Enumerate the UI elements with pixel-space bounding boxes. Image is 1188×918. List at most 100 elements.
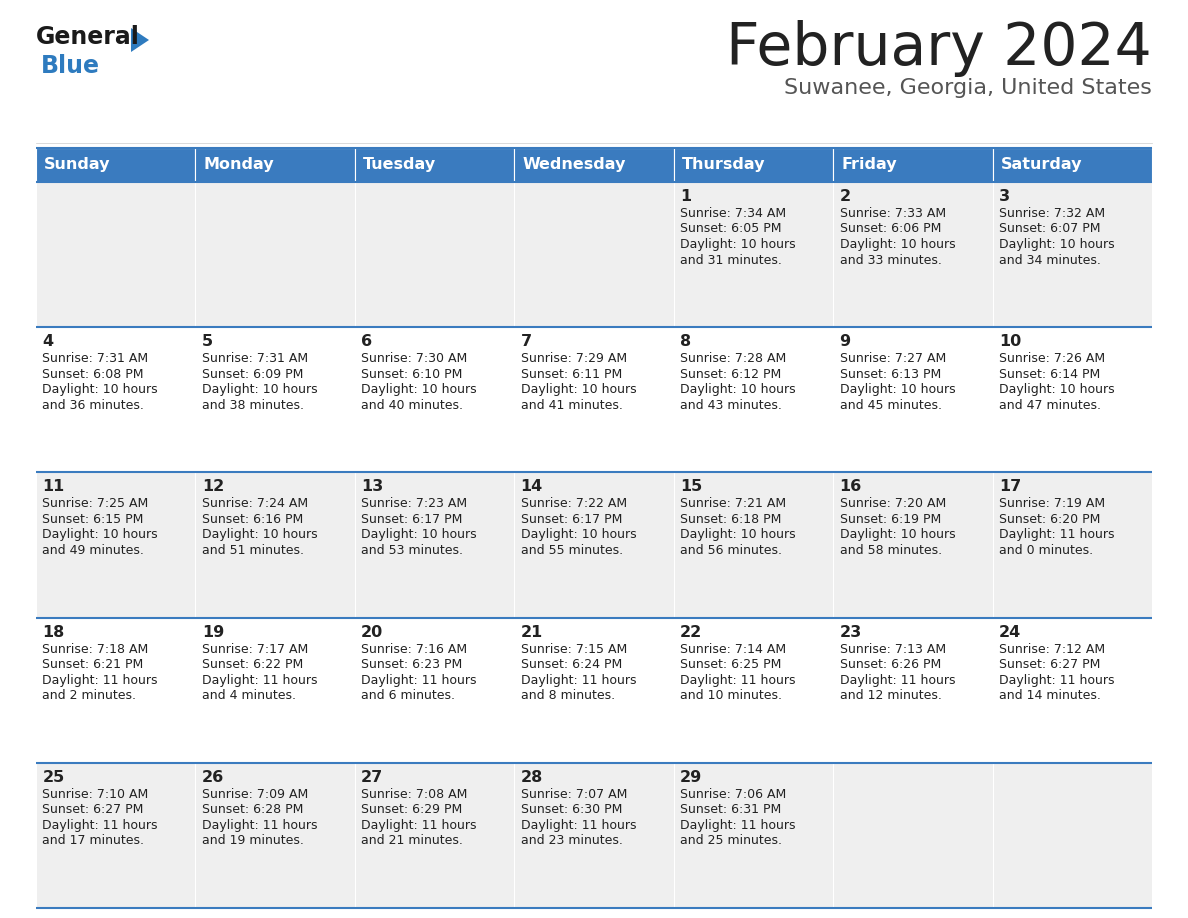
Text: 23: 23 — [840, 624, 861, 640]
Text: Daylight: 10 hours: Daylight: 10 hours — [43, 383, 158, 397]
Text: Sunrise: 7:10 AM: Sunrise: 7:10 AM — [43, 788, 148, 800]
Text: Sunrise: 7:23 AM: Sunrise: 7:23 AM — [361, 498, 467, 510]
Text: 14: 14 — [520, 479, 543, 495]
Text: and 51 minutes.: and 51 minutes. — [202, 543, 304, 557]
Bar — [196, 148, 355, 182]
Text: 8: 8 — [680, 334, 691, 349]
Text: Sunset: 6:18 PM: Sunset: 6:18 PM — [680, 513, 782, 526]
Text: 20: 20 — [361, 624, 384, 640]
Bar — [992, 618, 1152, 763]
Text: Daylight: 10 hours: Daylight: 10 hours — [202, 383, 317, 397]
Text: 25: 25 — [43, 770, 64, 785]
Bar — [833, 182, 992, 327]
Text: Sunrise: 7:24 AM: Sunrise: 7:24 AM — [202, 498, 308, 510]
Text: Sunset: 6:26 PM: Sunset: 6:26 PM — [840, 658, 941, 671]
Text: Sunrise: 7:25 AM: Sunrise: 7:25 AM — [43, 498, 148, 510]
Bar — [355, 182, 514, 327]
Text: Daylight: 11 hours: Daylight: 11 hours — [520, 819, 636, 832]
Text: and 12 minutes.: and 12 minutes. — [840, 689, 941, 702]
Text: 17: 17 — [999, 479, 1022, 495]
Text: Sunset: 6:21 PM: Sunset: 6:21 PM — [43, 658, 144, 671]
Text: Sunset: 6:29 PM: Sunset: 6:29 PM — [361, 803, 462, 816]
Text: Daylight: 11 hours: Daylight: 11 hours — [680, 674, 796, 687]
Text: Sunset: 6:27 PM: Sunset: 6:27 PM — [999, 658, 1100, 671]
Text: Daylight: 10 hours: Daylight: 10 hours — [680, 529, 796, 542]
Text: 3: 3 — [999, 189, 1010, 204]
Text: and 21 minutes.: and 21 minutes. — [361, 834, 463, 847]
Text: Daylight: 10 hours: Daylight: 10 hours — [520, 529, 637, 542]
Text: Sunrise: 7:29 AM: Sunrise: 7:29 AM — [520, 353, 627, 365]
Text: Suwanee, Georgia, United States: Suwanee, Georgia, United States — [784, 78, 1152, 98]
Bar — [674, 148, 833, 182]
Text: Sunset: 6:08 PM: Sunset: 6:08 PM — [43, 368, 144, 381]
Text: Sunrise: 7:33 AM: Sunrise: 7:33 AM — [840, 207, 946, 220]
Bar — [196, 182, 355, 327]
Text: and 53 minutes.: and 53 minutes. — [361, 543, 463, 557]
Text: Daylight: 11 hours: Daylight: 11 hours — [202, 674, 317, 687]
Bar — [833, 763, 992, 908]
Bar — [674, 182, 833, 327]
Bar — [674, 618, 833, 763]
Text: General: General — [36, 25, 140, 49]
Text: and 45 minutes.: and 45 minutes. — [840, 398, 942, 411]
Text: Sunset: 6:12 PM: Sunset: 6:12 PM — [680, 368, 782, 381]
Text: Sunrise: 7:06 AM: Sunrise: 7:06 AM — [680, 788, 786, 800]
Bar — [514, 182, 674, 327]
Text: Daylight: 10 hours: Daylight: 10 hours — [840, 529, 955, 542]
Bar — [674, 327, 833, 473]
Text: and 34 minutes.: and 34 minutes. — [999, 253, 1101, 266]
Text: Thursday: Thursday — [682, 158, 765, 173]
Text: 13: 13 — [361, 479, 384, 495]
Text: Sunrise: 7:18 AM: Sunrise: 7:18 AM — [43, 643, 148, 655]
Text: and 4 minutes.: and 4 minutes. — [202, 689, 296, 702]
Text: Daylight: 11 hours: Daylight: 11 hours — [361, 674, 476, 687]
Text: Sunset: 6:17 PM: Sunset: 6:17 PM — [520, 513, 623, 526]
Text: Sunrise: 7:22 AM: Sunrise: 7:22 AM — [520, 498, 627, 510]
Text: Daylight: 10 hours: Daylight: 10 hours — [520, 383, 637, 397]
Text: 22: 22 — [680, 624, 702, 640]
Bar — [674, 473, 833, 618]
Text: 15: 15 — [680, 479, 702, 495]
Bar — [355, 473, 514, 618]
Text: Sunrise: 7:13 AM: Sunrise: 7:13 AM — [840, 643, 946, 655]
Bar — [514, 763, 674, 908]
Text: Daylight: 10 hours: Daylight: 10 hours — [202, 529, 317, 542]
Bar — [196, 327, 355, 473]
Text: 28: 28 — [520, 770, 543, 785]
Bar — [36, 763, 196, 908]
Bar — [992, 327, 1152, 473]
Text: Sunset: 6:05 PM: Sunset: 6:05 PM — [680, 222, 782, 236]
Text: Daylight: 11 hours: Daylight: 11 hours — [43, 819, 158, 832]
Text: Daylight: 11 hours: Daylight: 11 hours — [202, 819, 317, 832]
Text: Daylight: 11 hours: Daylight: 11 hours — [361, 819, 476, 832]
Text: Sunrise: 7:19 AM: Sunrise: 7:19 AM — [999, 498, 1105, 510]
Text: Sunrise: 7:21 AM: Sunrise: 7:21 AM — [680, 498, 786, 510]
Text: Sunrise: 7:32 AM: Sunrise: 7:32 AM — [999, 207, 1105, 220]
Text: Daylight: 11 hours: Daylight: 11 hours — [999, 674, 1114, 687]
Text: Daylight: 11 hours: Daylight: 11 hours — [840, 674, 955, 687]
Text: Sunset: 6:17 PM: Sunset: 6:17 PM — [361, 513, 462, 526]
Text: and 0 minutes.: and 0 minutes. — [999, 543, 1093, 557]
Text: Sunset: 6:06 PM: Sunset: 6:06 PM — [840, 222, 941, 236]
Bar — [36, 148, 196, 182]
Text: Daylight: 10 hours: Daylight: 10 hours — [680, 238, 796, 251]
Text: and 23 minutes.: and 23 minutes. — [520, 834, 623, 847]
Text: and 14 minutes.: and 14 minutes. — [999, 689, 1101, 702]
Text: Daylight: 10 hours: Daylight: 10 hours — [361, 529, 476, 542]
Text: Tuesday: Tuesday — [362, 158, 436, 173]
Text: February 2024: February 2024 — [726, 20, 1152, 77]
Text: Sunrise: 7:31 AM: Sunrise: 7:31 AM — [43, 353, 148, 365]
Text: Sunset: 6:15 PM: Sunset: 6:15 PM — [43, 513, 144, 526]
Text: Daylight: 10 hours: Daylight: 10 hours — [999, 383, 1114, 397]
Text: 6: 6 — [361, 334, 372, 349]
Bar — [355, 618, 514, 763]
Text: 2: 2 — [840, 189, 851, 204]
Text: Sunrise: 7:20 AM: Sunrise: 7:20 AM — [840, 498, 946, 510]
Bar — [196, 763, 355, 908]
Text: and 2 minutes.: and 2 minutes. — [43, 689, 137, 702]
Text: 7: 7 — [520, 334, 532, 349]
Text: Sunrise: 7:30 AM: Sunrise: 7:30 AM — [361, 353, 468, 365]
Bar — [833, 327, 992, 473]
Text: Sunset: 6:09 PM: Sunset: 6:09 PM — [202, 368, 303, 381]
Text: and 56 minutes.: and 56 minutes. — [680, 543, 782, 557]
